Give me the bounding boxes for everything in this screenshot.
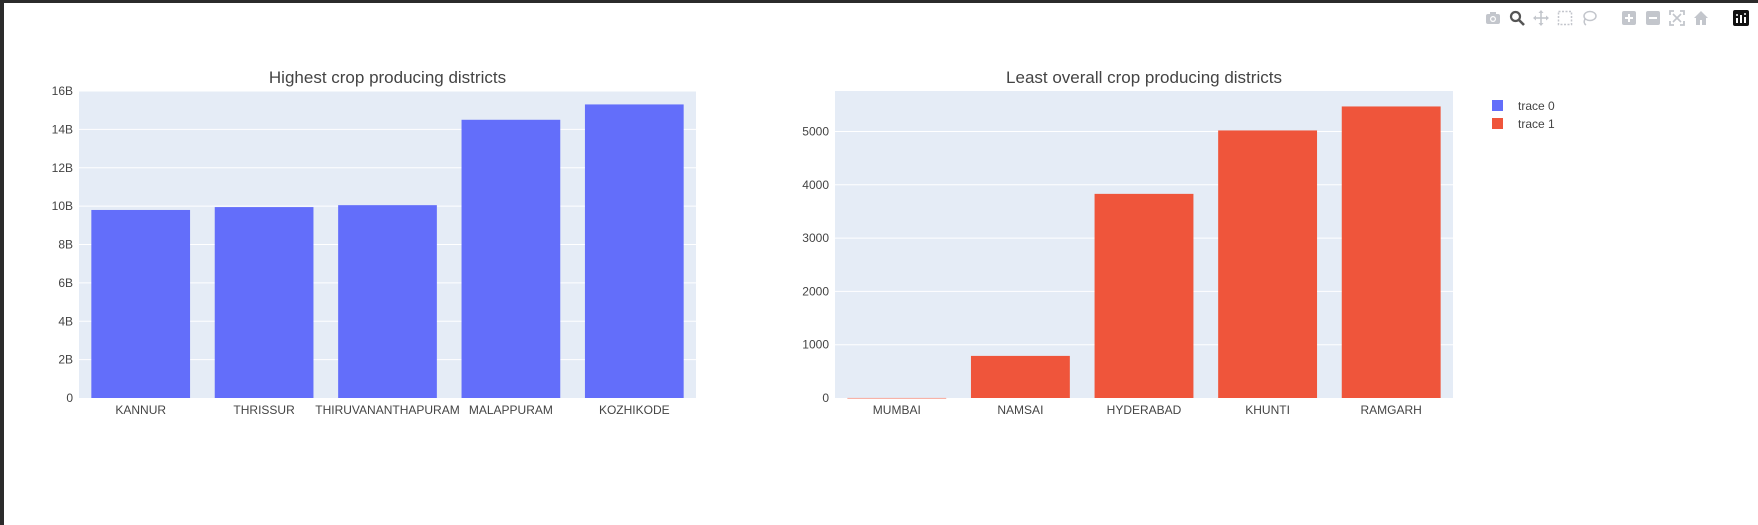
y-tick-labels: 0 2B 4B 6B 8B 10B 12B 14B 16B [52, 84, 74, 405]
camera-icon[interactable] [1484, 9, 1502, 27]
y-tick-label: 4B [58, 314, 73, 328]
bar[interactable] [1341, 106, 1441, 398]
plot-container: 0 2B 4B 6B 8B 10B 12B 14B 16B KANNUR THRISSUR THIR… [4, 3, 1758, 525]
bar-series [847, 106, 1441, 399]
x-tick-label: KOZHIKODE [599, 403, 670, 417]
x-tick-label: MALAPPURAM [469, 403, 553, 417]
y-tick-label: 6B [58, 276, 73, 290]
x-tick-labels: KANNUR THRISSUR THIRUVANANTHAPURAM MALAPPUR… [115, 403, 669, 417]
legend-label: trace 0 [1518, 99, 1555, 113]
legend-item-trace-1[interactable]: trace 1 [1492, 117, 1555, 131]
zoom-in-icon[interactable] [1620, 9, 1638, 27]
x-tick-label: NAMSAI [997, 403, 1043, 417]
y-tick-labels: 0 1000 2000 3000 4000 5000 [802, 125, 829, 405]
bar[interactable] [847, 397, 947, 399]
legend-swatch [1492, 100, 1503, 111]
x-tick-label: KHUNTI [1245, 403, 1290, 417]
bar[interactable] [461, 119, 561, 398]
y-tick-label: 12B [52, 161, 73, 175]
x-tick-labels: MUMBAI NAMSAI HYDERABAD KHUNTI RAMGARH [873, 403, 1422, 417]
x-tick-label: RAMGARH [1361, 403, 1422, 417]
bar[interactable] [338, 205, 437, 398]
pan-icon[interactable] [1532, 9, 1550, 27]
bar[interactable] [584, 104, 684, 399]
plotly-logo-icon[interactable] [1732, 9, 1750, 27]
y-tick-label: 14B [52, 122, 73, 136]
bar[interactable] [970, 355, 1070, 398]
legend-label: trace 1 [1518, 117, 1555, 131]
zoom-out-icon[interactable] [1644, 9, 1662, 27]
home-icon[interactable] [1692, 9, 1710, 27]
bar[interactable] [91, 209, 191, 398]
x-tick-label: THRISSUR [233, 403, 295, 417]
lasso-select-icon[interactable] [1580, 9, 1598, 27]
y-tick-label: 16B [52, 84, 73, 98]
zoom-icon[interactable] [1508, 9, 1526, 27]
y-tick-label: 0 [822, 391, 829, 405]
chart-title: Highest crop producing districts [269, 68, 506, 87]
box-select-icon[interactable] [1556, 9, 1574, 27]
y-tick-label: 4000 [802, 178, 829, 192]
bar[interactable] [1094, 193, 1194, 398]
x-tick-label: HYDERABAD [1107, 403, 1182, 417]
modebar [1484, 9, 1750, 27]
chart-highest-producing: 0 2B 4B 6B 8B 10B 12B 14B 16B KANNUR THRISSUR THIR… [52, 68, 696, 417]
bar-series [91, 104, 684, 399]
x-tick-label: THIRUVANANTHAPURAM [315, 403, 459, 417]
legend-item-trace-0[interactable]: trace 0 [1492, 99, 1555, 113]
y-tick-label: 1000 [802, 338, 829, 352]
y-tick-label: 3000 [802, 231, 829, 245]
legend: trace 0 trace 1 [1492, 99, 1555, 131]
bar[interactable] [214, 207, 314, 398]
y-tick-label: 2000 [802, 284, 829, 298]
x-tick-label: KANNUR [115, 403, 166, 417]
legend-swatch [1492, 118, 1503, 129]
y-tick-label: 0 [66, 391, 73, 405]
y-tick-label: 10B [52, 199, 73, 213]
autoscale-icon[interactable] [1668, 9, 1686, 27]
bar[interactable] [1218, 130, 1318, 398]
x-tick-label: MUMBAI [873, 403, 921, 417]
y-tick-label: 2B [58, 353, 73, 367]
chart-title: Least overall crop producing districts [1006, 68, 1282, 87]
y-tick-label: 5000 [802, 125, 829, 139]
chart-least-producing: 0 1000 2000 3000 4000 5000 MUMBAI NAMSAI HYDERA… [802, 68, 1453, 417]
charts-canvas: 0 2B 4B 6B 8B 10B 12B 14B 16B KANNUR THRISSUR THIR… [52, 68, 1555, 417]
y-tick-label: 8B [58, 238, 73, 252]
